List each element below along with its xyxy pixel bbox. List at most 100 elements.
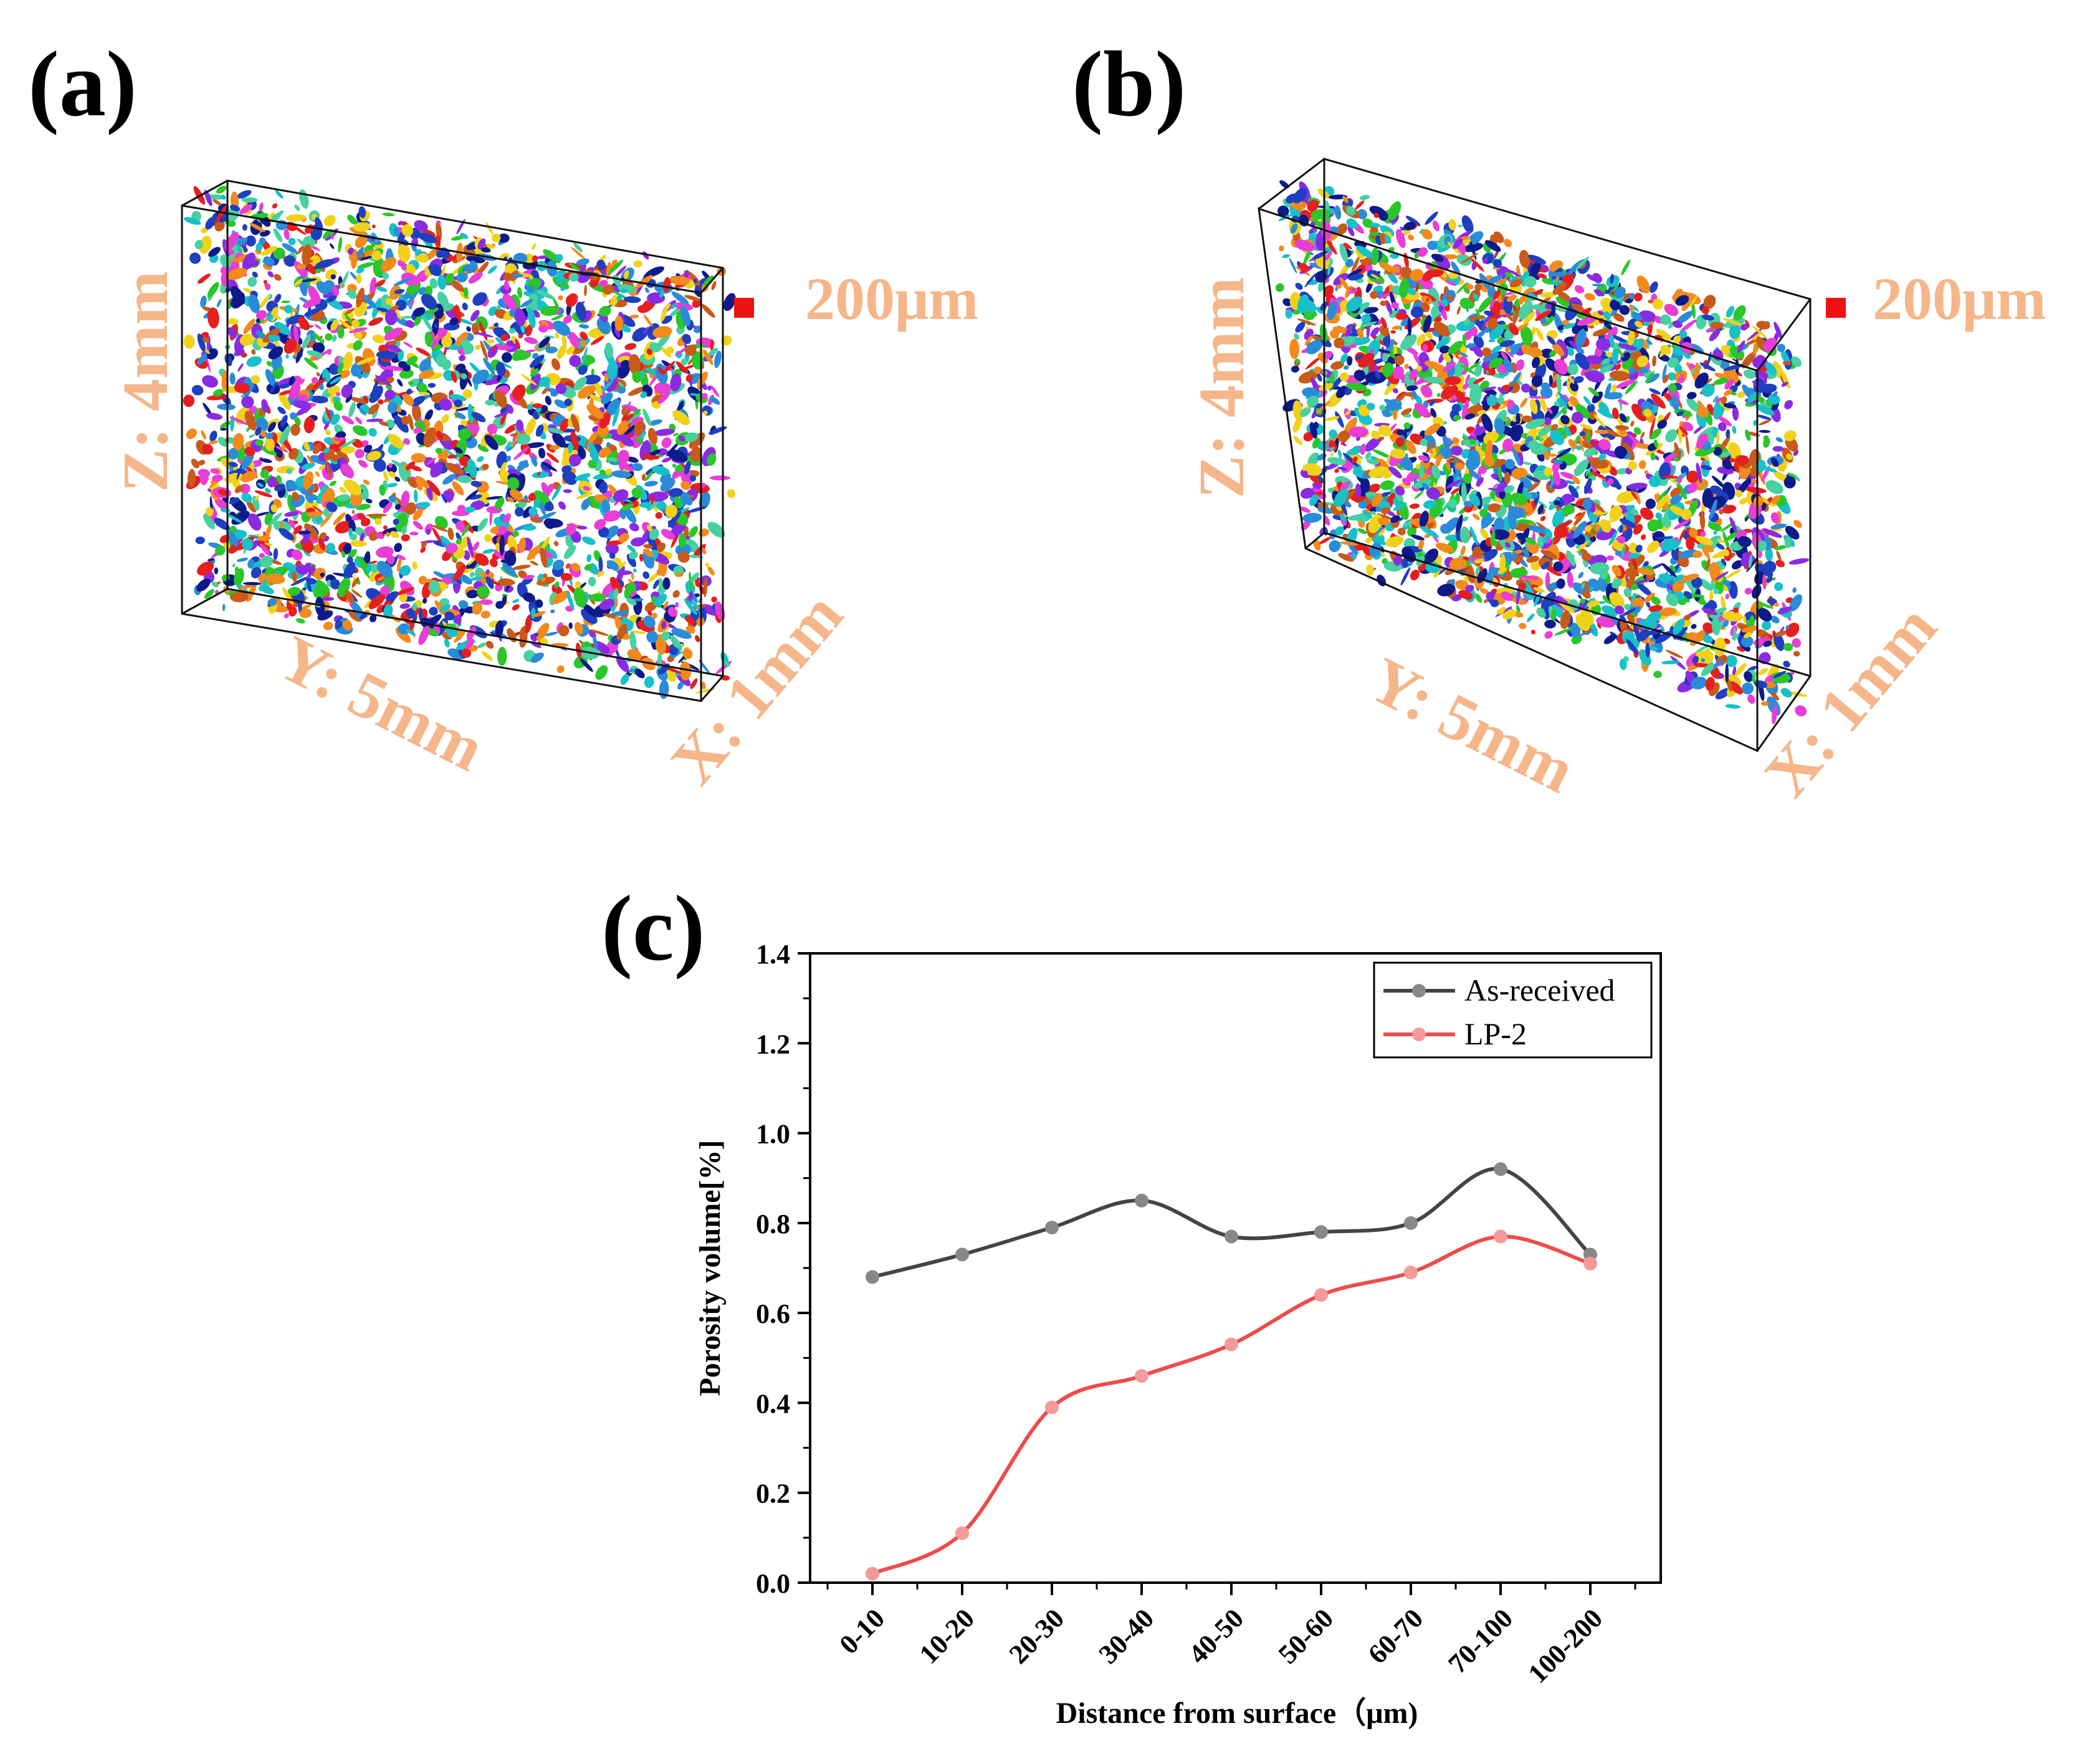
- pore-particle: [1753, 420, 1757, 426]
- pore-particle: [421, 541, 427, 548]
- pore-particle: [414, 315, 422, 327]
- pore-particle: [583, 485, 591, 491]
- pore-particle: [303, 307, 322, 317]
- pore-particle: [189, 252, 201, 264]
- pore-particle: [687, 506, 707, 513]
- pore-particle: [624, 343, 637, 350]
- pore-particle: [624, 401, 631, 412]
- pore-particle: [227, 327, 237, 339]
- pore-particle: [466, 589, 479, 599]
- pore-particle: [680, 481, 690, 490]
- pore-particle: [570, 431, 579, 451]
- pore-particle: [412, 603, 418, 611]
- pore-particle: [444, 611, 455, 621]
- pore-particle: [598, 556, 603, 573]
- pore-particle: [280, 300, 290, 303]
- pore-particle: [303, 416, 315, 434]
- pore-particle: [535, 622, 550, 641]
- pore-particle: [1504, 239, 1512, 247]
- pore-particle: [1732, 406, 1739, 421]
- pore-particle: [196, 561, 214, 576]
- pore-particle: [1726, 568, 1742, 579]
- pore-particle: [303, 471, 314, 490]
- pore-particle: [1640, 534, 1646, 540]
- pore-particle: [358, 460, 368, 468]
- pore-particle: [221, 194, 226, 200]
- pore-particle: [682, 333, 692, 345]
- pore-particle: [558, 295, 563, 301]
- pore-particle: [644, 266, 665, 278]
- pore-particle: [632, 371, 641, 383]
- pore-particle: [581, 608, 598, 624]
- pore-particle: [244, 411, 257, 431]
- pore-particle: [436, 431, 443, 441]
- pore-particle: [550, 609, 555, 614]
- pore-particle: [420, 546, 426, 553]
- pore-particle: [259, 295, 270, 310]
- pore-particle: [411, 396, 426, 407]
- pore-particle: [1759, 419, 1771, 426]
- pore-particle: [570, 247, 586, 260]
- pore-particle: [414, 220, 428, 232]
- pore-particle: [1725, 704, 1741, 709]
- pore-particle: [545, 396, 551, 406]
- pore-particle: [325, 407, 332, 421]
- pore-particle: [226, 318, 239, 325]
- pore-particle: [401, 490, 410, 508]
- pore-particle: [614, 327, 621, 338]
- pore-particle: [543, 518, 563, 528]
- pore-particle: [1366, 564, 1374, 576]
- pore-particle: [1653, 670, 1662, 679]
- pore-particle: [402, 293, 412, 300]
- pore-particle: [268, 346, 284, 360]
- pore-particle: [381, 257, 396, 272]
- pore-particle: [576, 492, 593, 499]
- pore-particle: [679, 491, 693, 505]
- pore-particle: [316, 372, 320, 377]
- pore-particle: [641, 454, 660, 460]
- pore-particle: [480, 464, 489, 471]
- pore-particle: [366, 418, 384, 422]
- pore-particle: [360, 255, 372, 260]
- pore-particle: [330, 274, 336, 280]
- pore-particle: [263, 256, 275, 267]
- pore-particle: [289, 519, 295, 529]
- pore-particle: [580, 331, 588, 340]
- pore-particle: [470, 310, 480, 322]
- pore-particle: [342, 619, 353, 631]
- pore-particle: [375, 279, 386, 288]
- pore-particle: [391, 460, 408, 471]
- pore-particle: [418, 253, 429, 263]
- pore-particle: [237, 247, 243, 254]
- pore-particle: [599, 469, 606, 475]
- pore-particle: [452, 481, 464, 495]
- pore-particle: [620, 674, 629, 685]
- pore-particle: [1636, 275, 1650, 294]
- pore-particle: [484, 534, 492, 542]
- pore-particle: [466, 326, 471, 332]
- pore-particle: [368, 427, 377, 437]
- pore-particle: [333, 401, 343, 411]
- pore-particle: [314, 324, 322, 330]
- pore-particle: [241, 396, 254, 409]
- pore-particle: [640, 391, 647, 399]
- pore-particle: [302, 269, 308, 277]
- pore-particle: [384, 389, 396, 400]
- pore-particle: [376, 350, 397, 360]
- pore-particle: [332, 335, 337, 342]
- pore-particle: [647, 534, 657, 552]
- pore-particle: [697, 371, 708, 387]
- pore-particle: [206, 348, 218, 360]
- pore-particle: [1407, 317, 1412, 336]
- pore-particle: [685, 626, 695, 634]
- pore-particle: [268, 512, 282, 527]
- pore-particle: [350, 540, 367, 547]
- pore-particle: [429, 618, 436, 622]
- pore-particle: [375, 532, 384, 540]
- pore-particle: [545, 346, 558, 354]
- pore-particle: [1400, 567, 1411, 586]
- pore-particle: [564, 398, 572, 407]
- pore-particle: [1355, 200, 1365, 210]
- pore-particle: [326, 295, 337, 303]
- pore-particle: [675, 543, 692, 556]
